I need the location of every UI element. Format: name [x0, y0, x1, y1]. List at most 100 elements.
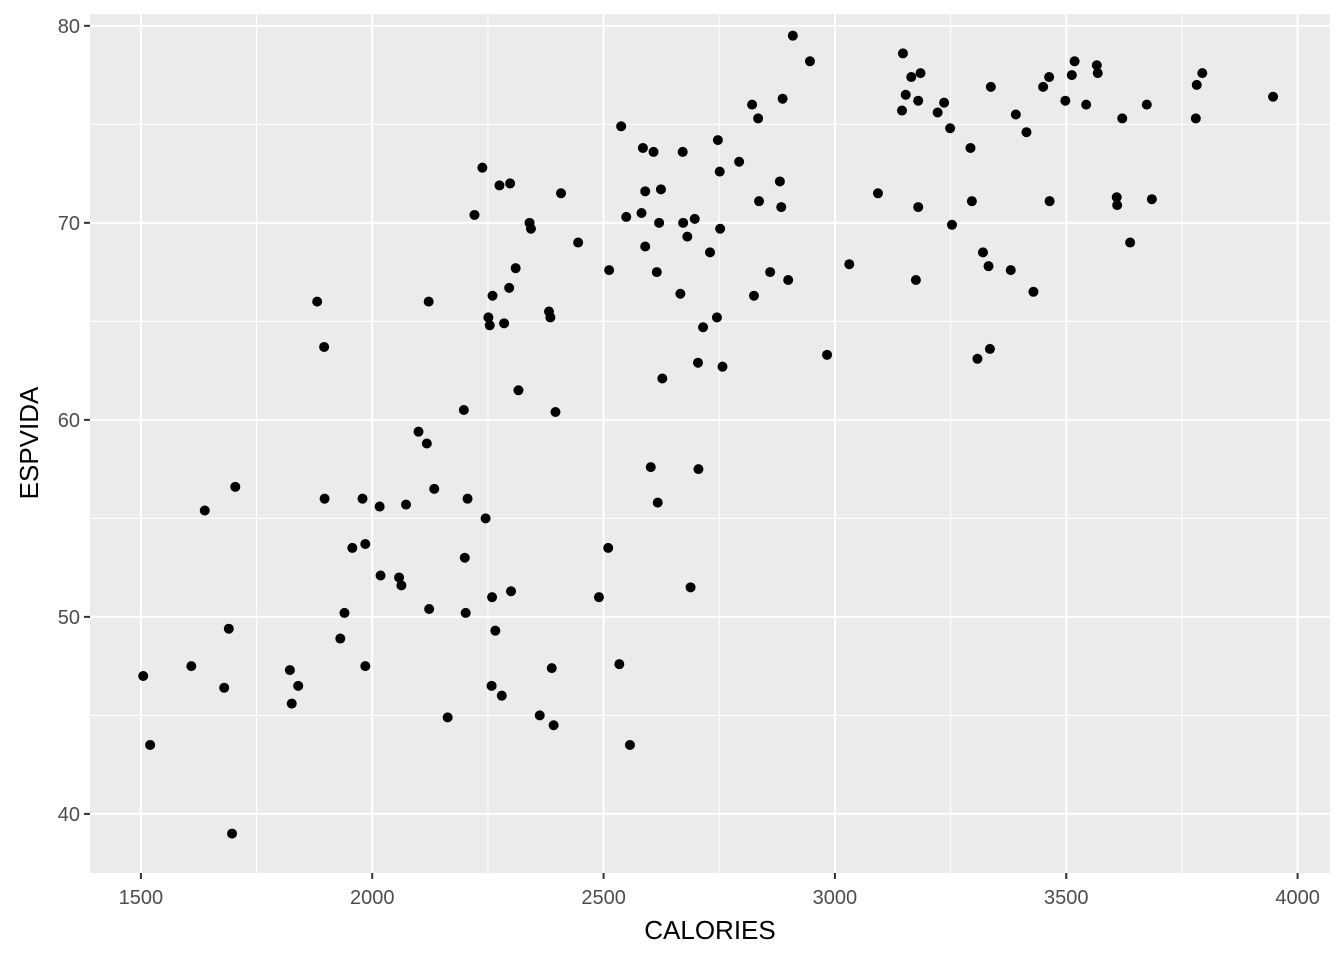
y-tick-label: 40: [58, 804, 80, 826]
data-point: [357, 493, 368, 504]
data-point: [483, 312, 494, 323]
data-point: [1111, 192, 1122, 203]
y-tick-label: 80: [58, 16, 80, 38]
data-point: [462, 493, 473, 504]
data-point: [423, 296, 434, 307]
data-point: [651, 267, 662, 278]
data-point: [677, 146, 688, 157]
data-point: [913, 95, 924, 106]
data-point: [525, 223, 536, 234]
data-point: [546, 663, 557, 674]
data-point: [715, 223, 726, 234]
data-point: [593, 592, 604, 603]
data-point: [506, 586, 517, 597]
data-point: [513, 385, 524, 396]
data-point: [360, 538, 371, 549]
data-point: [872, 188, 883, 199]
data-point: [1117, 113, 1128, 124]
data-point: [496, 690, 507, 701]
data-point: [499, 318, 510, 329]
data-point: [219, 682, 230, 693]
data-point: [1268, 91, 1279, 102]
data-point: [897, 105, 908, 116]
data-point: [675, 288, 686, 299]
data-point: [787, 30, 798, 41]
data-point: [230, 481, 241, 492]
data-point: [460, 607, 471, 618]
data-point: [774, 176, 785, 187]
data-point: [480, 513, 491, 524]
data-point: [459, 552, 470, 563]
data-point: [1060, 95, 1071, 106]
data-point: [1081, 99, 1092, 110]
data-point: [1141, 99, 1152, 110]
data-point: [657, 373, 668, 384]
data-point: [1010, 109, 1021, 120]
data-point: [1069, 56, 1080, 67]
data-point: [734, 156, 745, 167]
y-tick-label: 60: [58, 410, 80, 432]
data-point: [1092, 68, 1103, 79]
data-point: [698, 322, 709, 333]
data-point: [984, 343, 995, 354]
data-point: [1028, 286, 1039, 297]
data-point: [1191, 79, 1202, 90]
data-point: [897, 48, 908, 59]
data-point: [1190, 113, 1201, 124]
data-point: [396, 580, 407, 591]
y-tick-label: 70: [58, 213, 80, 235]
data-point: [1044, 196, 1055, 207]
x-tick-label: 2000: [350, 887, 395, 909]
data-point: [319, 493, 330, 504]
data-point: [548, 720, 559, 731]
data-point: [360, 661, 371, 672]
data-point: [900, 89, 911, 100]
data-point: [413, 426, 424, 437]
x-axis-title: CALORIES: [644, 915, 776, 945]
major-gridlines: [90, 14, 1330, 873]
data-point: [765, 267, 776, 278]
data-point: [965, 142, 976, 153]
data-point: [1005, 265, 1016, 276]
data-point: [624, 739, 635, 750]
data-point: [637, 142, 648, 153]
data-point: [1197, 68, 1208, 79]
data-point: [966, 196, 977, 207]
data-point: [692, 357, 703, 368]
data-point: [138, 670, 149, 681]
data-point: [747, 99, 758, 110]
data-point: [678, 217, 689, 228]
data-point: [754, 196, 765, 207]
data-point: [1038, 81, 1049, 92]
data-point: [1146, 194, 1157, 205]
data-point: [504, 282, 515, 293]
data-point: [822, 349, 833, 360]
y-tick-label: 50: [58, 607, 80, 629]
data-point: [545, 312, 556, 323]
plot-panel: [90, 14, 1330, 873]
data-point: [717, 361, 728, 372]
data-point: [490, 625, 501, 636]
data-point: [1044, 72, 1055, 83]
data-point: [227, 828, 238, 839]
data-point: [550, 406, 561, 417]
data-point: [505, 178, 516, 189]
data-point: [494, 180, 505, 191]
data-point: [510, 263, 521, 274]
data-point: [655, 184, 666, 195]
data-point: [284, 665, 295, 676]
data-point: [977, 247, 988, 258]
data-point: [711, 312, 722, 323]
data-point: [783, 274, 794, 285]
data-point: [939, 97, 950, 108]
minor-gridlines: [90, 14, 1330, 873]
data-point: [945, 123, 956, 134]
data-point: [777, 93, 788, 104]
data-point: [1112, 200, 1123, 211]
data-point: [484, 320, 495, 331]
x-tick-label: 1500: [119, 887, 164, 909]
data-point: [401, 499, 412, 510]
data-point: [312, 296, 323, 307]
data-point: [486, 680, 497, 691]
